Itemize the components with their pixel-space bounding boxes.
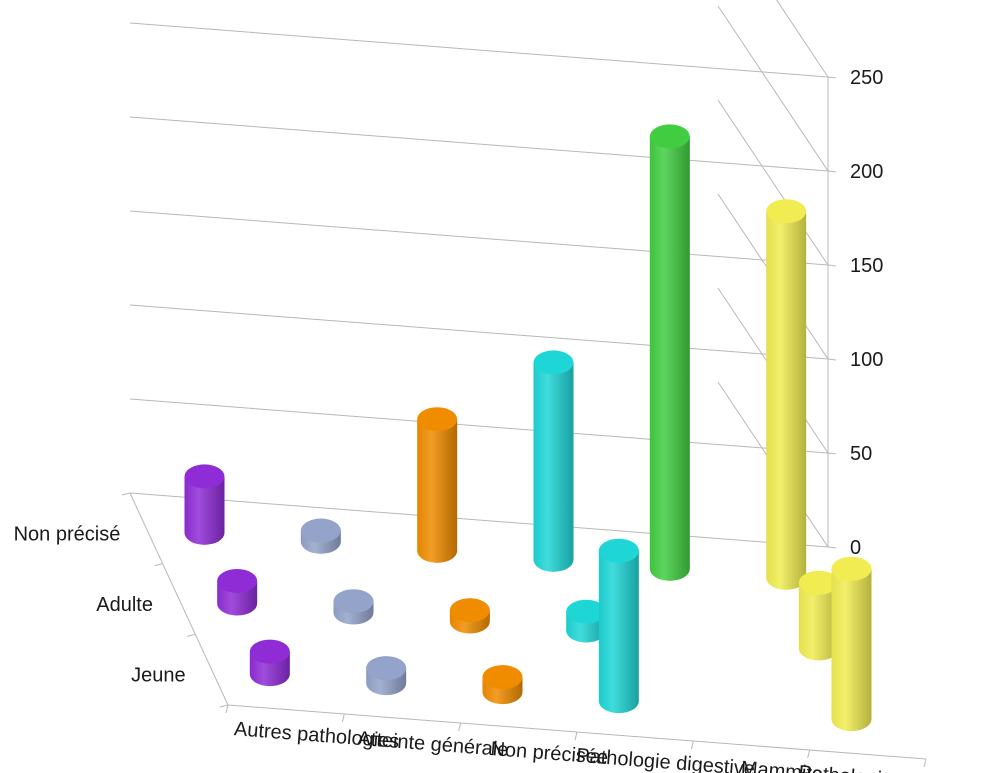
z-tick-label: 0: [850, 537, 861, 559]
cylinder-bar: [449, 598, 490, 634]
cylinder-body: [798, 582, 839, 661]
cylinder-bar: [649, 124, 690, 581]
category-tick: [341, 713, 345, 723]
cylinder-bar: [366, 656, 407, 696]
category-tick: [923, 758, 927, 768]
depth-label: Adulte: [96, 594, 153, 616]
cylinder-top: [831, 556, 872, 581]
category-tick: [807, 749, 811, 759]
gridline-back: [129, 116, 829, 172]
category-label: Mammite: [740, 757, 824, 773]
z-tick-label: 50: [850, 443, 872, 465]
category-tick: [458, 722, 462, 732]
cylinder-top: [249, 639, 290, 664]
cylinder-top: [649, 124, 690, 149]
cylinder-top: [598, 538, 639, 563]
cylinder-bar: [300, 518, 341, 554]
cylinder-body: [649, 136, 690, 581]
cylinder-bar: [566, 599, 607, 643]
cylinder-bar: [533, 350, 574, 572]
chart-walls: [121, 0, 927, 768]
gridline-side: [717, 99, 829, 266]
cylinder-top: [366, 656, 407, 681]
gridline-side: [717, 5, 829, 172]
depth-tick: [219, 704, 229, 708]
category-tick: [690, 740, 694, 750]
depth-label: Jeune: [131, 665, 186, 687]
gridline-back: [129, 22, 829, 78]
cylinder-top: [333, 589, 374, 614]
cylinder-top: [300, 518, 341, 543]
cylinder-body: [831, 568, 872, 732]
cylinder-bar: [333, 589, 374, 625]
z-tick: [827, 358, 837, 361]
z-tick: [827, 170, 837, 173]
cylinder-top: [482, 665, 523, 690]
cylinder-bar: [798, 570, 839, 661]
gridline-back: [129, 304, 829, 360]
depth-axis-line: [129, 492, 229, 706]
cylinder-bar: [417, 407, 458, 563]
cylinder-body: [766, 211, 807, 590]
cylinder-body: [184, 476, 225, 545]
category-tick: [225, 704, 229, 714]
category-label: Pathologie digestive: [576, 745, 756, 773]
depth-tick: [121, 492, 131, 496]
gridline-back: [129, 398, 829, 454]
z-tick-label: 200: [850, 161, 883, 183]
category-label: Atteinte générale: [357, 728, 509, 762]
category-tick: [574, 731, 578, 741]
cylinder-top: [449, 598, 490, 623]
cylinder-bar: [217, 568, 258, 616]
cylinder-body: [533, 362, 574, 572]
z-tick: [827, 452, 837, 455]
cylinder-bar: [249, 639, 290, 687]
cylinder-top: [184, 464, 225, 489]
cylinder-top: [417, 407, 458, 432]
bars-group: [184, 124, 872, 732]
cylinder-top: [217, 568, 258, 593]
cylinder-top: [798, 570, 839, 595]
z-tick-label: 150: [850, 255, 883, 277]
cylinder-bar: [831, 556, 872, 732]
z-tick: [827, 264, 837, 267]
cylinder-bar: [482, 665, 523, 705]
cylinder-top: [766, 199, 807, 224]
cylinder-top: [533, 350, 574, 375]
gridline-side: [776, 0, 829, 78]
z-tick-label: 100: [850, 349, 883, 371]
cylinder-body: [598, 550, 639, 714]
gridline-back: [129, 492, 829, 548]
cylinder-bar: [598, 538, 639, 714]
category-label: Pathologie respiratoire: [798, 762, 999, 773]
depth-tick: [187, 633, 196, 637]
cylinder-body: [417, 419, 458, 563]
z-tick: [827, 76, 837, 79]
cylinder-bar: [766, 199, 807, 590]
z-tick: [827, 546, 837, 549]
z-tick-label: 250: [850, 67, 883, 89]
cylinder-bar: [184, 464, 225, 545]
gridline-back: [129, 210, 829, 266]
depth-label: Non précisé: [14, 523, 121, 545]
depth-tick: [154, 563, 163, 567]
cylinder-top: [566, 599, 607, 624]
